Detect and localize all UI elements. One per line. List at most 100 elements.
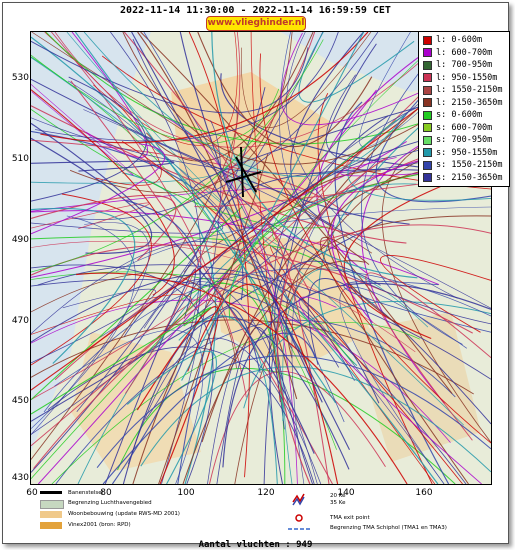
legend-item: l: 0-600m <box>423 34 509 47</box>
flight-track <box>31 143 166 235</box>
tma-boundary-swatch <box>288 528 312 530</box>
legend-swatch <box>423 135 432 145</box>
flight-track <box>243 300 491 409</box>
housing-label: Woonbebouwing (update RWS-MD 2001) <box>68 511 180 517</box>
runway <box>240 146 244 198</box>
flight-track <box>290 32 364 227</box>
legend-swatch <box>423 148 432 158</box>
flight-track <box>31 78 410 225</box>
flight-track <box>31 306 212 415</box>
noise-contour-35-label: 35 Ke <box>330 500 346 506</box>
flight-track <box>143 281 318 484</box>
legend-swatch <box>423 35 432 45</box>
flight-track-map[interactable] <box>30 31 492 485</box>
legend-swatch <box>423 173 432 183</box>
flight-track <box>31 105 407 244</box>
runway <box>225 171 262 183</box>
runway-label: Banenstelsel <box>68 490 104 496</box>
flight-track <box>197 32 373 148</box>
legend-swatch <box>423 123 432 133</box>
flight-track <box>122 32 482 165</box>
legend-swatch <box>423 98 432 108</box>
flight-track <box>31 54 280 144</box>
flight-track <box>31 95 436 391</box>
flight-track <box>380 255 491 333</box>
y-tick-490: 490 <box>11 235 29 245</box>
flight-track <box>33 224 491 469</box>
flight-track <box>55 319 456 484</box>
flight-track <box>179 32 323 403</box>
tma-exit-label: TMA exit point <box>330 515 370 521</box>
flight-track <box>31 264 214 484</box>
flight-track <box>272 32 449 243</box>
flight-track <box>263 43 377 484</box>
flight-track <box>181 32 365 381</box>
flight-track <box>132 38 491 325</box>
runway <box>235 156 257 193</box>
flight-track <box>74 32 337 404</box>
flight-track <box>31 87 266 473</box>
noise-contour-20-label: 20 Ke <box>330 493 346 499</box>
flight-track <box>31 39 324 273</box>
flight-track <box>286 32 458 299</box>
flight-track <box>241 32 372 128</box>
x-tick-160: 160 <box>415 488 433 498</box>
legend-swatch <box>423 48 432 58</box>
flight-track <box>291 185 366 484</box>
x-tick-60: 60 <box>26 488 38 498</box>
tma-boundary-label: Begrenzing TMA Schiphol (TMA1 en TMA3) <box>330 525 447 531</box>
flight-track <box>222 282 491 468</box>
y-tick-510: 510 <box>11 154 29 164</box>
flight-track <box>279 32 320 226</box>
flight-track <box>127 337 322 484</box>
flight-track <box>31 272 380 404</box>
altitude-legend: l: 0-600m l: 600-700m l: 700-950m l: 950… <box>418 31 510 187</box>
flight-track <box>31 202 150 229</box>
flight-track <box>76 32 324 413</box>
runway-swatch <box>40 491 62 494</box>
flight-track <box>132 170 381 484</box>
flight-track <box>31 193 152 366</box>
flight-track <box>158 154 269 484</box>
flight-track <box>31 40 309 114</box>
flight-track <box>31 57 464 426</box>
x-tick-80: 80 <box>100 488 112 498</box>
flight-track <box>365 272 491 441</box>
flight-track <box>343 280 491 333</box>
y-tick-470: 470 <box>11 316 29 326</box>
tma-exit-icon <box>295 514 303 522</box>
flight-track <box>31 272 237 369</box>
flight-track <box>31 240 416 353</box>
flight-track <box>211 32 418 279</box>
flight-track <box>334 101 450 484</box>
flight-track <box>31 137 153 254</box>
flight-track <box>31 241 288 334</box>
flight-track <box>125 32 241 394</box>
legend-swatch <box>423 85 432 95</box>
x-tick-100: 100 <box>177 488 195 498</box>
flight-track <box>31 278 340 368</box>
flight-track <box>37 89 377 484</box>
vinex-swatch <box>40 522 62 529</box>
flight-track <box>207 301 355 484</box>
flight-track <box>316 32 455 274</box>
flight-track <box>234 153 434 484</box>
legend-item: s: 600-700m <box>423 122 509 135</box>
flight-track <box>40 32 369 144</box>
legend-swatch <box>423 60 432 70</box>
flight-track <box>71 32 148 158</box>
legend-item: l: 700-950m <box>423 59 509 72</box>
flight-track <box>31 89 175 296</box>
legend-swatch <box>423 73 432 83</box>
airport-boundary-swatch <box>40 500 64 509</box>
map-canvas <box>31 32 491 484</box>
y-tick-530: 530 <box>11 73 29 83</box>
flight-track <box>298 296 482 484</box>
site-badge[interactable]: www.vlieghinder.nl <box>206 16 306 31</box>
flight-track <box>259 53 491 444</box>
flight-track <box>251 222 330 484</box>
legend-item: l: 1550-2150m <box>423 84 509 97</box>
flight-track <box>347 113 491 201</box>
legend-item: l: 950-1550m <box>423 72 509 85</box>
